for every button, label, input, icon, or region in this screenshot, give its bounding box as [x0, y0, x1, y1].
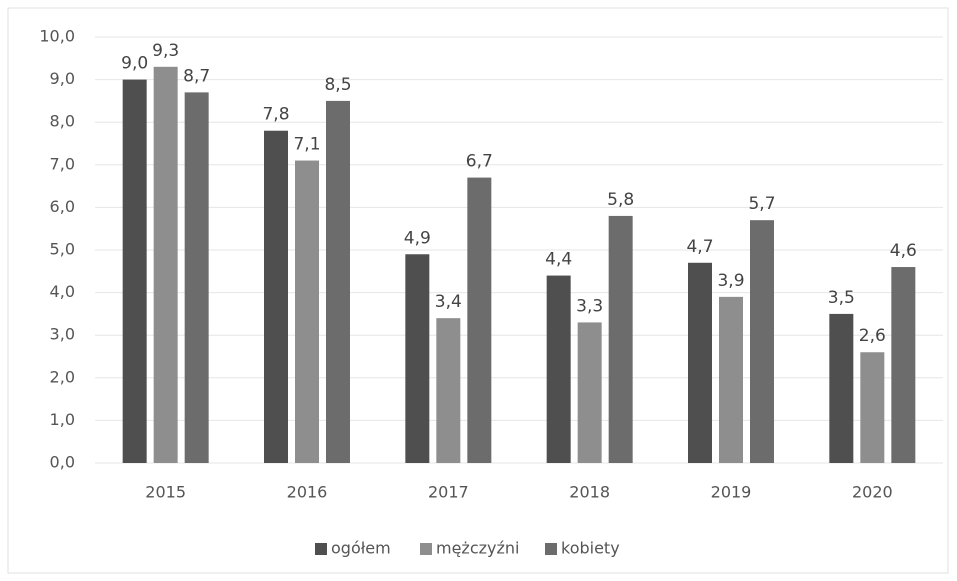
data-label: 3,4: [435, 292, 462, 312]
y-tick-label: 10,0: [39, 27, 75, 46]
bar: [546, 275, 571, 463]
data-label: 4,4: [545, 250, 572, 270]
legend-label: ogółem: [331, 539, 391, 558]
x-tick-label: 2016: [287, 483, 328, 502]
legend-label: mężczyźni: [436, 539, 519, 558]
y-tick-label: 6,0: [50, 197, 75, 216]
x-tick-label: 2015: [145, 483, 186, 502]
y-tick-label: 8,0: [50, 112, 75, 131]
legend-swatch: [420, 543, 432, 555]
bar: [184, 92, 209, 463]
data-label: 6,7: [466, 152, 493, 172]
bar: [577, 322, 602, 463]
bar: [719, 296, 743, 463]
x-tick-label: 2018: [569, 483, 610, 502]
data-label: 8,5: [324, 75, 351, 95]
data-label: 8,7: [183, 66, 210, 86]
bar: [750, 220, 774, 463]
bar: [326, 100, 350, 464]
y-tick-label: 0,0: [50, 453, 75, 472]
data-label: 7,8: [262, 105, 289, 125]
bar: [436, 318, 461, 463]
data-label: 9,0: [121, 54, 148, 74]
data-label: 4,6: [890, 241, 917, 261]
bar: [860, 352, 885, 463]
data-label: 7,1: [293, 135, 320, 155]
x-tick-label: 2017: [428, 483, 469, 502]
bar: [608, 215, 633, 463]
data-label: 3,9: [717, 271, 744, 291]
y-tick-label: 5,0: [50, 240, 75, 259]
data-label: 5,7: [748, 194, 775, 214]
bar: [688, 262, 712, 463]
bar: [153, 66, 178, 463]
y-tick-label: 7,0: [50, 154, 75, 173]
data-label: 4,7: [686, 237, 713, 257]
y-tick-label: 4,0: [50, 282, 75, 301]
y-tick-label: 9,0: [50, 69, 75, 88]
data-label: 3,5: [828, 288, 855, 308]
bar: [264, 130, 288, 463]
y-tick-label: 3,0: [50, 325, 75, 344]
bar: [405, 254, 430, 463]
legend-label: kobiety: [561, 539, 620, 558]
bar: [829, 313, 854, 463]
data-label: 9,3: [152, 41, 179, 61]
data-label: 5,8: [607, 190, 634, 210]
y-tick-label: 2,0: [50, 367, 75, 386]
x-tick-label: 2020: [852, 483, 893, 502]
bar: [122, 79, 147, 463]
data-label: 4,9: [404, 228, 431, 248]
data-label: 3,3: [576, 296, 603, 316]
bar: [891, 267, 916, 463]
x-tick-label: 2019: [711, 483, 752, 502]
y-tick-label: 1,0: [50, 410, 75, 429]
legend-swatch: [545, 543, 557, 555]
data-label: 2,6: [859, 326, 886, 346]
bar: [467, 177, 492, 463]
bar: [295, 160, 319, 464]
legend-swatch: [315, 543, 327, 555]
